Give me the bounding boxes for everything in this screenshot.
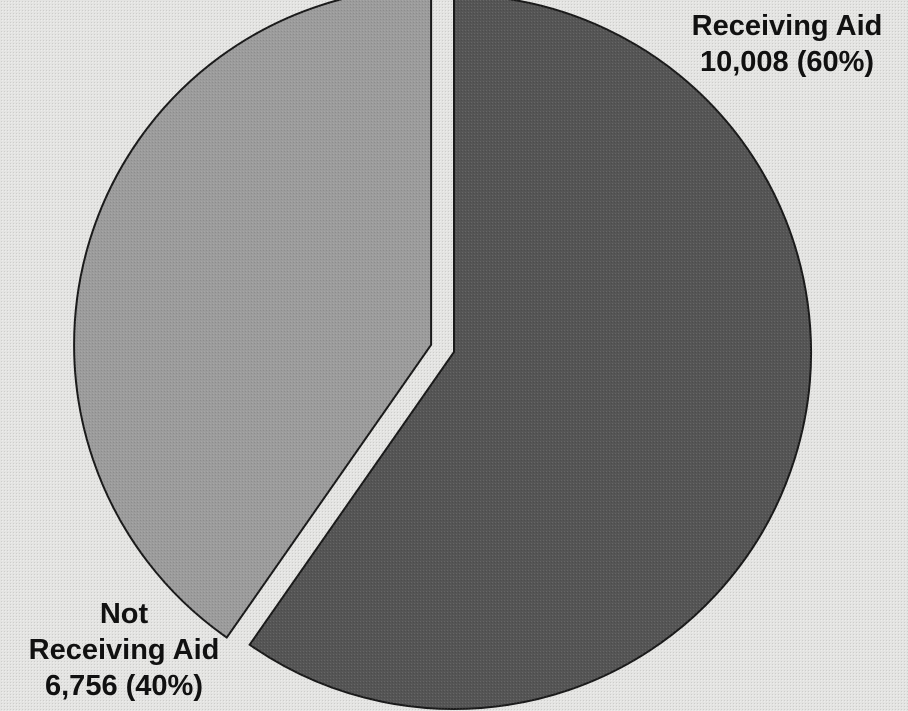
- slice-label-receiving-aid-name: Receiving Aid: [676, 8, 898, 44]
- slice-label-not-receiving-aid-value: 6,756 (40%): [14, 668, 234, 704]
- slice-label-receiving-aid-value: 10,008 (60%): [676, 44, 898, 80]
- slice-label-not-receiving-aid-line1: Not: [14, 596, 234, 632]
- slice-label-not-receiving-aid: Not Receiving Aid 6,756 (40%): [14, 596, 234, 704]
- slice-label-not-receiving-aid-line2: Receiving Aid: [14, 632, 234, 668]
- slice-label-receiving-aid: Receiving Aid 10,008 (60%): [676, 8, 898, 80]
